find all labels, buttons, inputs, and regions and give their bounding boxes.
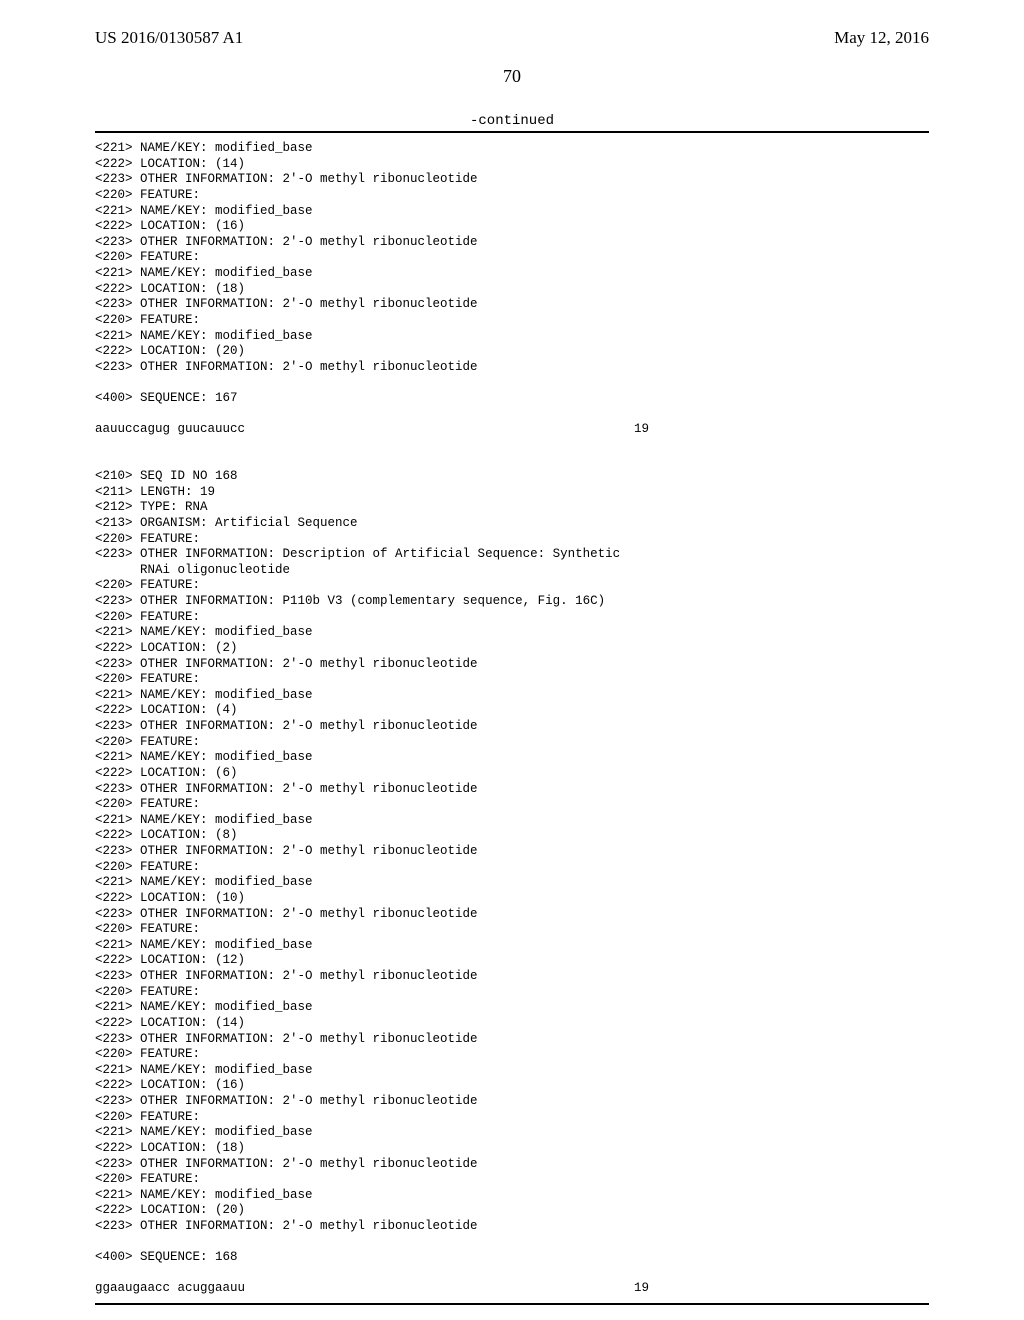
sequence-label-167: <400> SEQUENCE: 167 (95, 391, 929, 407)
sequence-text-167: aauuccagug guucauucc (95, 422, 245, 438)
running-header: US 2016/0130587 A1 May 12, 2016 (95, 28, 929, 48)
sequence-length-167: 19 (634, 422, 649, 438)
pub-number: US 2016/0130587 A1 (95, 28, 243, 48)
sequence-text-168: ggaaugaacc acuggaauu (95, 1281, 245, 1297)
feature-block-1: <221> NAME/KEY: modified_base <222> LOCA… (95, 141, 929, 375)
sequence-label-168: <400> SEQUENCE: 168 (95, 1250, 929, 1266)
sequence-row-168: ggaaugaacc acuggaauu 19 (95, 1281, 929, 1297)
sequence-length-168: 19 (634, 1281, 649, 1297)
page-number: 70 (95, 66, 929, 87)
bottom-rule (95, 1303, 929, 1305)
page-container: US 2016/0130587 A1 May 12, 2016 70 -cont… (0, 0, 1024, 1320)
sequence-row-167: aauuccagug guucauucc 19 (95, 422, 929, 438)
continued-label: -continued (95, 113, 929, 129)
top-rule (95, 131, 929, 133)
pub-date: May 12, 2016 (834, 28, 929, 48)
feature-block-2: <210> SEQ ID NO 168 <211> LENGTH: 19 <21… (95, 469, 929, 1235)
